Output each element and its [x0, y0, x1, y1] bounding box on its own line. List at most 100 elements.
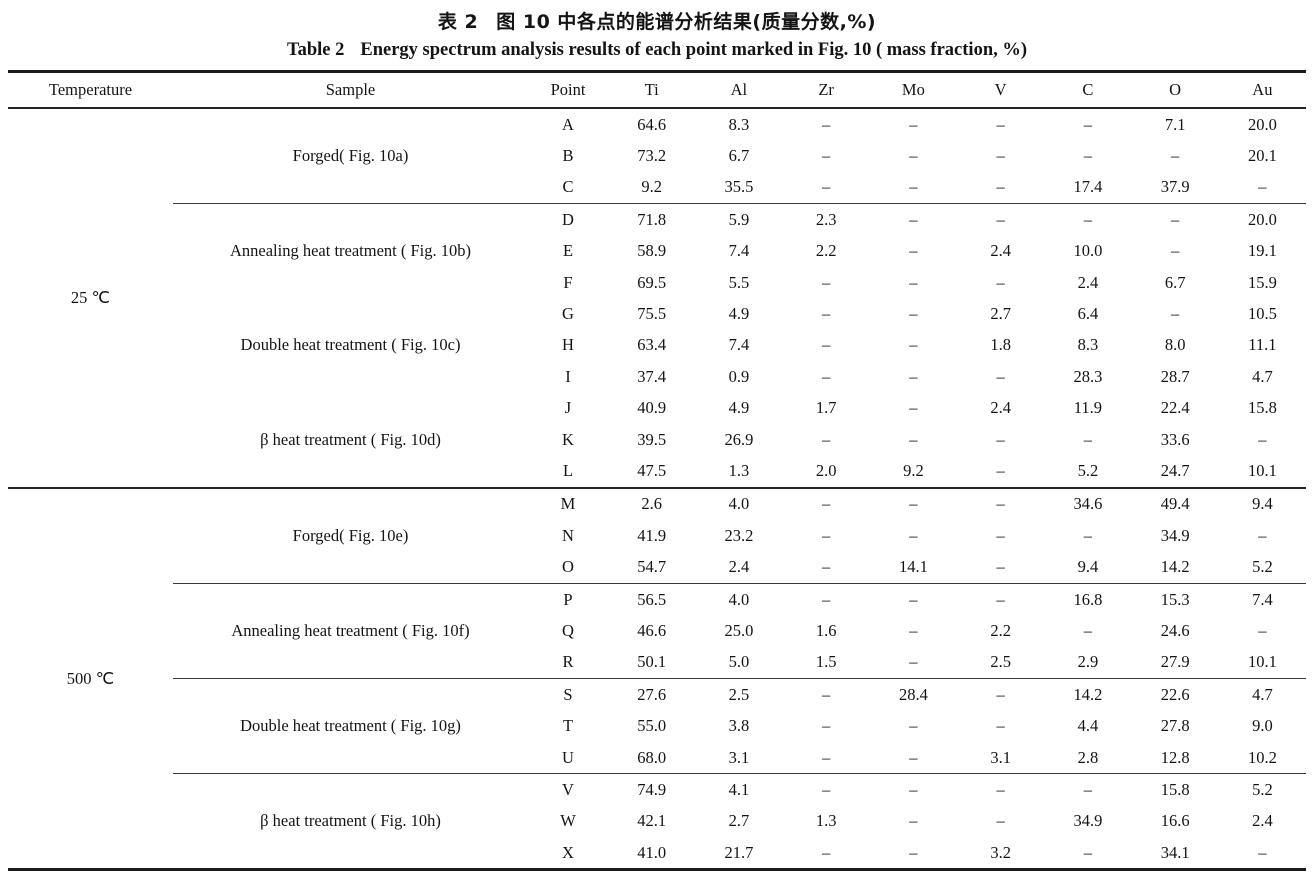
value-cell-o: 22.4 [1160, 398, 1190, 418]
col-header-ti: Ti [608, 71, 696, 109]
sample-cell: Forged( Fig. 10e) [173, 486, 528, 584]
value-cell-au: 2.4 [1252, 811, 1273, 831]
value-cell-o: 27.8 [1160, 716, 1190, 736]
value-cell-o: 14.2 [1160, 557, 1190, 577]
value-cell-al: 4.0 [695, 486, 783, 521]
value-cell-zr: – [822, 177, 831, 197]
value-cell-ti: 64.6 [637, 114, 667, 134]
value-cell-al: 2.4 [728, 557, 750, 577]
value-cell-c: 8.3 [1077, 335, 1099, 355]
value-cell-c: 6.4 [1077, 304, 1099, 324]
value-cell-al: 23.2 [724, 525, 754, 545]
value-cell-o: 22.6 [1131, 678, 1219, 711]
value-cell-o: – [1171, 304, 1180, 324]
value-cell-au: – [1258, 842, 1267, 862]
value-cell-v: – [957, 582, 1045, 616]
value-cell-al: 5.9 [695, 203, 783, 236]
table-row: β heat treatment ( Fig. 10d) J 40.9 4.9 1.7 –… [8, 393, 1306, 448]
value-cell-mo: – [909, 747, 918, 767]
point-cell: Q [562, 620, 574, 640]
value-cell-c: 9.4 [1077, 557, 1099, 577]
point-cell: I [565, 366, 571, 386]
value-cell-o: 34.1 [1160, 842, 1190, 862]
value-cell-au: 20.0 [1218, 203, 1306, 236]
value-cell-v: 1.8 [990, 335, 1011, 355]
table-row: U 68.0 3.1 – – 3.1 2.8 12.8 10.2 [8, 742, 1306, 774]
value-cell-v: – [996, 114, 1005, 134]
value-cell-v: – [996, 525, 1005, 545]
value-cell-mo: – [909, 177, 918, 197]
value-cell-au: 15.8 [1247, 398, 1277, 418]
value-cell-ti: 69.5 [637, 272, 667, 292]
value-cell-c: 5.2 [1077, 460, 1099, 480]
value-cell-ti: 55.0 [637, 716, 667, 736]
table-title-chinese: 表 2 图 10 中各点的能谱分析结果(质量分数,%) [0, 0, 1314, 34]
value-cell-al: 35.5 [724, 177, 754, 197]
value-cell-zr: – [822, 716, 831, 736]
value-cell-c: – [1083, 114, 1092, 134]
point-cell: M [528, 486, 608, 521]
energy-spectrum-table: Temperature Sample Point Ti Al Zr Mo V C… [8, 70, 1306, 872]
value-cell-au: – [1258, 620, 1267, 640]
col-header-al: Al [695, 71, 783, 109]
value-cell-au: 4.7 [1252, 366, 1273, 386]
value-cell-c: 10.0 [1073, 241, 1103, 261]
value-cell-c: 17.4 [1073, 177, 1103, 197]
value-cell-al: 2.7 [728, 811, 750, 831]
value-cell-zr: 2.0 [815, 460, 837, 480]
value-cell-ti: 56.5 [608, 582, 696, 616]
table-row: H 63.4 7.4 – – 1.8 8.3 8.0 11.1 [8, 330, 1306, 361]
point-cell: U [562, 747, 574, 767]
point-cell: R [562, 652, 574, 672]
value-cell-mo: – [869, 486, 957, 521]
value-cell-ti: 74.9 [608, 773, 696, 806]
value-cell-au: 19.1 [1247, 241, 1277, 261]
table-row: E 58.9 7.4 2.2 – 2.4 10.0 – 19.1 [8, 236, 1306, 267]
table-row: L 47.5 1.3 2.0 9.2 – 5.2 24.7 10.1 [8, 455, 1306, 487]
value-cell-au: 10.1 [1247, 652, 1277, 672]
value-cell-o: 28.7 [1160, 366, 1190, 386]
value-cell-zr: – [822, 304, 831, 324]
value-cell-au: 20.0 [1247, 114, 1277, 134]
value-cell-c: 34.9 [1073, 811, 1103, 831]
value-cell-zr: – [822, 557, 831, 577]
value-cell-v: – [957, 203, 1045, 236]
value-cell-o: 12.8 [1160, 747, 1190, 767]
value-cell-mo: – [909, 272, 918, 292]
value-cell-c: 2.8 [1077, 747, 1099, 767]
value-cell-v: – [996, 272, 1005, 292]
value-cell-au: 5.2 [1252, 557, 1273, 577]
col-header-sample: Sample [173, 71, 528, 109]
value-cell-mo: – [869, 203, 957, 236]
value-cell-ti: 46.6 [637, 620, 667, 640]
value-cell-zr: – [782, 486, 870, 521]
value-cell-al: 7.4 [728, 335, 750, 355]
value-cell-au: – [1258, 525, 1267, 545]
value-cell-al: 1.3 [728, 460, 750, 480]
value-cell-au: 10.2 [1247, 747, 1277, 767]
value-cell-zr: 2.3 [782, 203, 870, 236]
point-cell: T [562, 716, 574, 736]
value-cell-o: 15.3 [1131, 582, 1219, 616]
value-cell-c: 14.2 [1044, 678, 1132, 711]
col-header-au: Au [1218, 71, 1306, 109]
value-cell-zr: – [822, 525, 831, 545]
value-cell-o: 16.6 [1160, 811, 1190, 831]
value-cell-zr: 1.3 [815, 811, 837, 831]
table-row: Double heat treatment ( Fig. 10c) G 75.5 4.… [8, 298, 1306, 354]
value-cell-o: 27.9 [1160, 652, 1190, 672]
sample-cell: Double heat treatment ( Fig. 10g) [173, 678, 528, 774]
value-cell-mo: – [909, 525, 918, 545]
sample-cell: Forged( Fig. 10a) [292, 146, 409, 166]
value-cell-v: 3.2 [990, 842, 1011, 862]
table-number-chinese: 表 2 [437, 11, 479, 33]
value-cell-ti: 9.2 [641, 177, 662, 197]
value-cell-mo: 28.4 [869, 678, 957, 711]
col-header-c: C [1044, 71, 1132, 109]
value-cell-al: 4.9 [728, 398, 750, 418]
table-row: Q 46.6 25.0 1.6 – 2.2 – 24.6 – [8, 615, 1306, 646]
value-cell-zr: – [822, 272, 831, 292]
table-title-english: Table 2 Energy spectrum analysis results … [0, 40, 1314, 61]
value-cell-al: 2.5 [695, 678, 783, 711]
